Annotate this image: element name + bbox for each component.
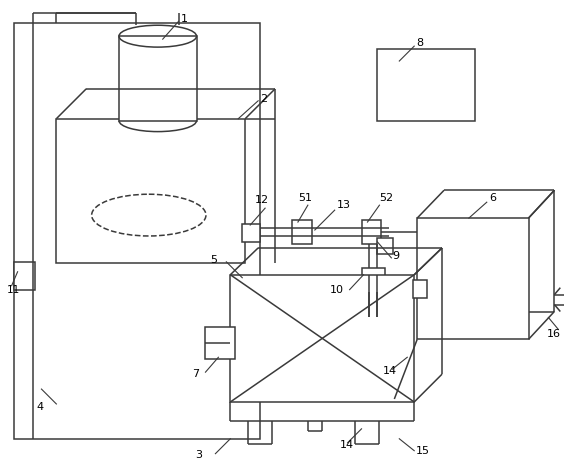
Text: 13: 13 [337, 200, 351, 210]
Bar [230, 275, 414, 402]
Bar [362, 220, 381, 244]
Bar [14, 23, 260, 439]
Text: 7: 7 [192, 369, 200, 379]
Bar [205, 327, 235, 359]
Text: 6: 6 [489, 193, 496, 203]
Text: 16: 16 [546, 329, 560, 339]
Bar [57, 119, 245, 263]
Text: 4: 4 [36, 402, 44, 412]
Text: 11: 11 [7, 285, 20, 295]
Text: 9: 9 [392, 251, 400, 261]
Text: 15: 15 [416, 445, 430, 456]
Text: 14: 14 [383, 366, 397, 376]
Bar [242, 224, 260, 242]
Text: 12: 12 [255, 195, 269, 205]
Bar [14, 262, 36, 290]
Text: 8: 8 [416, 38, 423, 48]
Bar [417, 218, 529, 339]
Text: 52: 52 [379, 193, 393, 203]
Bar [413, 280, 427, 298]
Text: 51: 51 [298, 193, 312, 203]
Bar [292, 220, 312, 244]
Text: 5: 5 [211, 255, 217, 265]
Text: 3: 3 [195, 450, 203, 460]
Bar [378, 49, 475, 121]
Bar [119, 36, 196, 121]
Bar [378, 238, 393, 254]
Text: 2: 2 [260, 94, 267, 104]
Text: 10: 10 [330, 285, 344, 295]
Bar [362, 268, 385, 292]
Text: 1: 1 [181, 14, 187, 24]
Text: 14: 14 [340, 440, 354, 450]
